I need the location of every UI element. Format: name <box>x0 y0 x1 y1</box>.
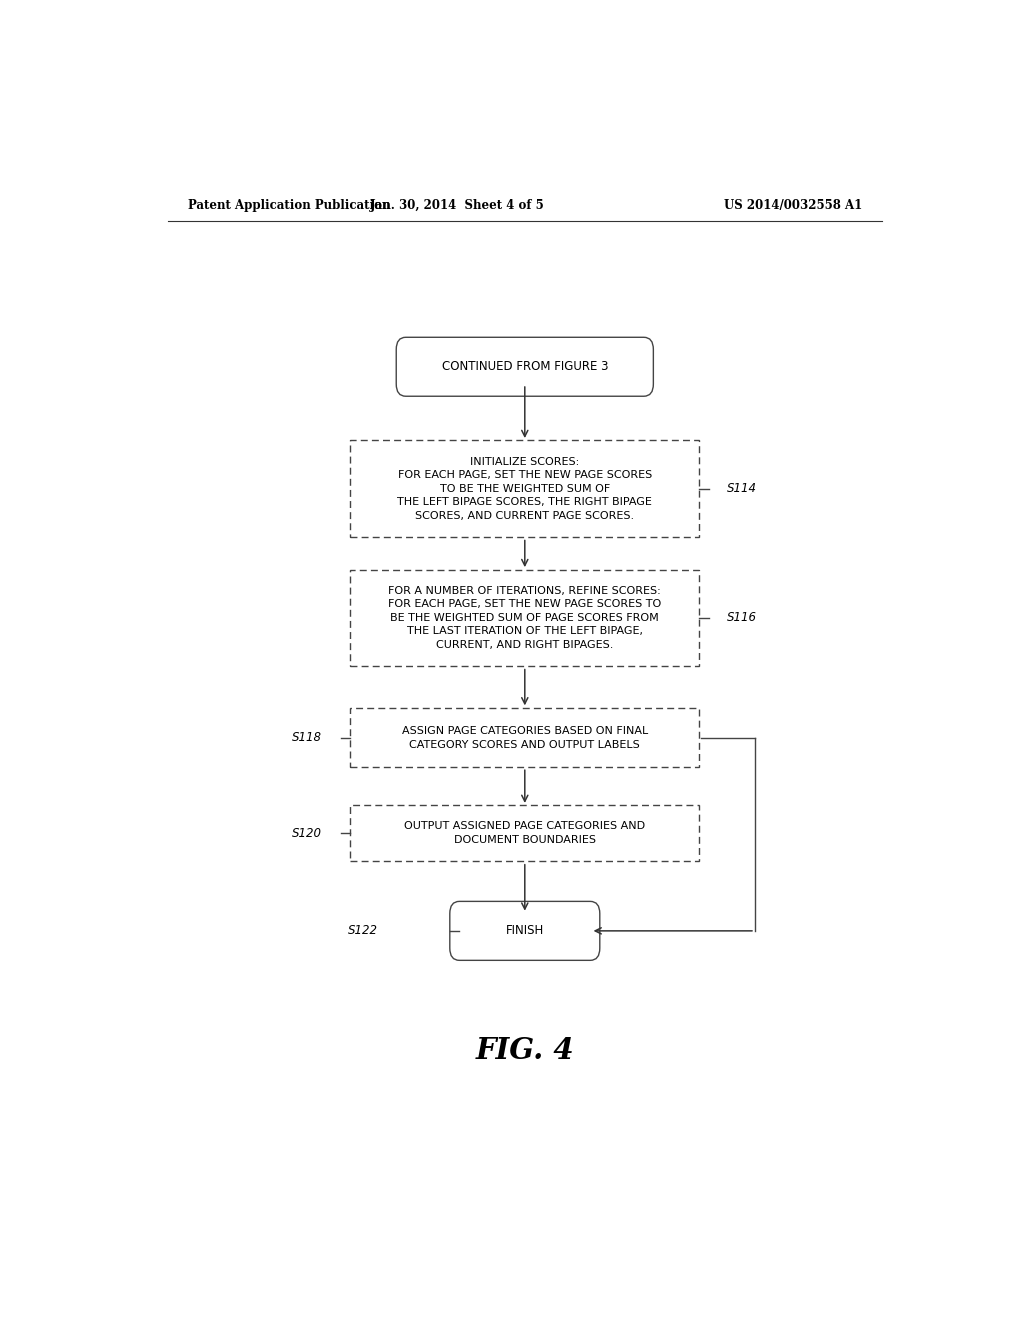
FancyBboxPatch shape <box>350 441 699 537</box>
Text: FINISH: FINISH <box>506 924 544 937</box>
FancyBboxPatch shape <box>350 805 699 861</box>
Text: INITIALIZE SCORES:
FOR EACH PAGE, SET THE NEW PAGE SCORES
TO BE THE WEIGHTED SUM: INITIALIZE SCORES: FOR EACH PAGE, SET TH… <box>397 457 652 521</box>
Text: CONTINUED FROM FIGURE 3: CONTINUED FROM FIGURE 3 <box>441 360 608 374</box>
Text: S116: S116 <box>727 611 757 624</box>
FancyBboxPatch shape <box>450 902 600 961</box>
Text: OUTPUT ASSIGNED PAGE CATEGORIES AND
DOCUMENT BOUNDARIES: OUTPUT ASSIGNED PAGE CATEGORIES AND DOCU… <box>404 821 645 845</box>
FancyBboxPatch shape <box>350 709 699 767</box>
Text: Jan. 30, 2014  Sheet 4 of 5: Jan. 30, 2014 Sheet 4 of 5 <box>370 198 545 211</box>
Text: FOR A NUMBER OF ITERATIONS, REFINE SCORES:
FOR EACH PAGE, SET THE NEW PAGE SCORE: FOR A NUMBER OF ITERATIONS, REFINE SCORE… <box>388 586 662 649</box>
Text: S114: S114 <box>727 482 757 495</box>
FancyBboxPatch shape <box>396 338 653 396</box>
FancyBboxPatch shape <box>350 569 699 667</box>
Text: S120: S120 <box>293 826 323 840</box>
Text: S118: S118 <box>293 731 323 744</box>
Text: ASSIGN PAGE CATEGORIES BASED ON FINAL
CATEGORY SCORES AND OUTPUT LABELS: ASSIGN PAGE CATEGORIES BASED ON FINAL CA… <box>401 726 648 750</box>
Text: FIG. 4: FIG. 4 <box>475 1036 574 1065</box>
Text: S122: S122 <box>348 924 378 937</box>
Text: US 2014/0032558 A1: US 2014/0032558 A1 <box>724 198 862 211</box>
Text: Patent Application Publication: Patent Application Publication <box>187 198 390 211</box>
